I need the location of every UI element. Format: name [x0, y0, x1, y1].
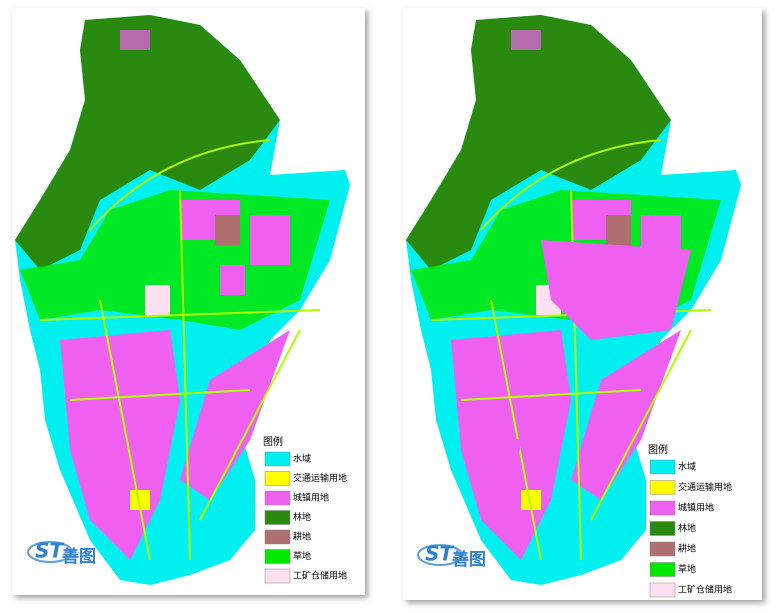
logo-mark: ST	[35, 539, 64, 563]
legend-swatch	[264, 451, 291, 467]
logo-ring	[27, 541, 73, 563]
legend-label: 水域	[293, 453, 311, 465]
legend-swatch	[649, 480, 676, 495]
land-use-map	[405, 14, 742, 586]
legend-label: 林地	[293, 511, 311, 523]
legend-label: 城镇用地	[293, 492, 329, 504]
legend-swatch	[649, 459, 676, 475]
legend-label: 水域	[678, 461, 696, 473]
legend-swatch	[264, 549, 291, 564]
logo-mark: ST	[425, 542, 454, 566]
legend-title: 图例	[648, 443, 668, 456]
legend-label: 交通运输用地	[293, 472, 347, 484]
legend-swatch	[649, 500, 676, 516]
legend-label: 草地	[678, 563, 696, 575]
logo-name: 善图	[62, 546, 96, 567]
legend-label: 耕地	[293, 531, 311, 543]
legend-label: 工矿仓储用地	[678, 584, 732, 596]
legend-label: 城镇用地	[678, 502, 714, 514]
legend-swatch	[264, 490, 291, 506]
legend-swatch	[264, 510, 291, 525]
logo-name: 善图	[452, 549, 486, 570]
legend-swatch	[264, 471, 291, 486]
legend-label: 工矿仓储用地	[293, 570, 347, 582]
legend-swatch	[649, 562, 676, 577]
legend-swatch	[264, 529, 291, 545]
legend-swatch	[649, 582, 676, 598]
legend-title: 图例	[263, 435, 283, 448]
legend-label: 耕地	[678, 543, 696, 555]
legend-swatch	[649, 521, 676, 536]
legend-label: 草地	[293, 550, 311, 562]
legend-label: 交通运输用地	[678, 481, 732, 493]
legend-swatch	[649, 541, 676, 557]
legend-label: 林地	[678, 522, 696, 534]
logo-ring	[417, 544, 463, 566]
legend-swatch	[264, 568, 291, 584]
